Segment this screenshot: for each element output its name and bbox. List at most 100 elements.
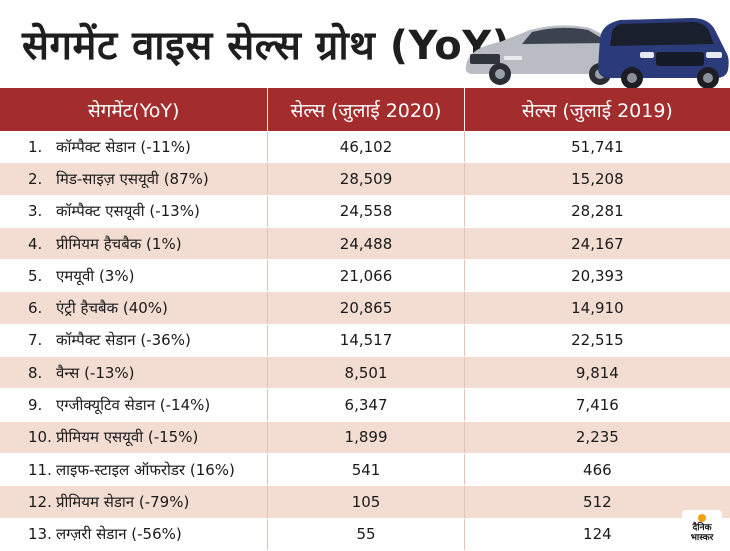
column-header-segment: सेगमेंट(YoY) [87, 99, 180, 122]
column-divider [267, 131, 269, 163]
segment-label: कॉम्पैक्ट सेडान (-11%) [56, 137, 191, 156]
column-divider [463, 163, 465, 195]
table-row: 6. एंट्री हैचबैक (40%) 20,865 14,910 [0, 292, 730, 325]
header-banner: सेगमेंट वाइस सेल्स ग्रोथ (YoY) [0, 0, 730, 89]
column-divider [267, 163, 269, 195]
row-number: 5. [28, 266, 43, 285]
cell-sales-2019: 22,515 [571, 331, 624, 350]
cell-sales-2019: 2,235 [575, 428, 619, 447]
cell-segment: 9. एग्जीक्यूटिव सेडान (-14%) [0, 395, 267, 415]
column-divider [267, 486, 269, 518]
column-divider [463, 195, 465, 227]
cell-sales-2020: 21,066 [339, 266, 393, 285]
cars-illustration [465, 18, 729, 89]
row-number: 6. [28, 299, 43, 318]
sales-table: सेगमेंट(YoY) सेल्स (जुलाई 2020) सेल्स (ज… [0, 88, 730, 551]
column-divider [463, 260, 465, 292]
row-number: 10. [28, 428, 52, 447]
column-divider [267, 518, 269, 550]
row-number: 3. [28, 202, 43, 221]
column-divider [267, 88, 269, 131]
column-divider [267, 195, 269, 227]
table-header-row: सेगमेंट(YoY) सेल्स (जुलाई 2020) सेल्स (ज… [0, 88, 730, 131]
row-number: 11. [28, 460, 52, 479]
cell-sales-2020: 8,501 [344, 363, 388, 382]
table-row: 8. वैन्स (-13%) 8,501 9,814 [0, 357, 730, 390]
cell-segment: 11. लाइफ-स्टाइल ऑफरोडर (16%) [0, 460, 267, 480]
column-divider [267, 227, 269, 260]
cell-segment: 7. कॉम्पैक्ट सेडान (-36%) [0, 330, 267, 350]
table-row: 13. लग्ज़री सेडान (-56%) 55 124 [0, 518, 730, 551]
cell-segment: 1. कॉम्पैक्ट सेडान (-11%) [0, 137, 267, 157]
row-number: 4. [28, 234, 43, 253]
column-divider [267, 292, 269, 324]
cell-sales-2019: 124 [583, 525, 612, 544]
column-divider [463, 357, 465, 389]
table-row: 10. प्रीमियम एसयूवी (-15%) 1,899 2,235 [0, 421, 730, 454]
cell-sales-2019: 512 [583, 492, 612, 511]
table-row: 5. एमयूवी (3%) 21,066 20,393 [0, 260, 730, 293]
segment-label: एंट्री हैचबैक (40%) [56, 299, 168, 318]
table-row: 12. प्रीमियम सेडान (-79%) 105 512 [0, 486, 730, 519]
column-header-sales-2020: सेल्स (जुलाई 2020) [290, 99, 442, 122]
cell-sales-2020: 28,509 [339, 169, 393, 188]
cell-sales-2019: 466 [583, 460, 612, 479]
cell-segment: 12. प्रीमियम सेडान (-79%) [0, 492, 267, 512]
cell-sales-2020: 20,865 [339, 299, 393, 318]
table-body: 1. कॉम्पैक्ट सेडान (-11%) 46,102 51,741 2. मि… [0, 131, 730, 551]
column-divider [267, 421, 269, 453]
suv-car-icon [598, 18, 729, 89]
page-title: सेगमेंट वाइस सेल्स ग्रोथ (YoY) [22, 23, 511, 69]
cell-sales-2020: 24,558 [339, 202, 393, 221]
cell-sales-2020: 24,488 [339, 234, 393, 253]
cell-sales-2020: 14,517 [339, 331, 393, 350]
table-row: 1. कॉम्पैक्ट सेडान (-11%) 46,102 51,741 [0, 131, 730, 164]
column-divider [463, 518, 465, 550]
cell-sales-2020: 541 [351, 460, 381, 479]
table-row: 11. लाइफ-स्टाइल ऑफरोडर (16%) 541 466 [0, 453, 730, 487]
segment-label: कॉम्पैक्ट सेडान (-36%) [56, 331, 191, 350]
column-header-sales-2019: सेल्स (जुलाई 2019) [521, 99, 673, 122]
cell-segment: 6. एंट्री हैचबैक (40%) [0, 298, 267, 318]
table-row: 9. एग्जीक्यूटिव सेडान (-14%) 6,347 7,416 [0, 389, 730, 422]
segment-label: वैन्स (-13%) [56, 363, 135, 382]
column-divider [463, 88, 465, 131]
cell-sales-2020: 105 [351, 492, 381, 511]
segment-label: प्रीमियम हैचबैक (1%) [56, 234, 182, 253]
cell-sales-2020: 46,102 [339, 137, 393, 156]
segment-label: लग्ज़री सेडान (-56%) [56, 525, 182, 544]
row-number: 7. [28, 331, 43, 350]
row-number: 12. [28, 492, 52, 511]
cell-segment: 2. मिड-साइज़ एसयूवी (87%) [0, 169, 267, 189]
segment-label: एमयूवी (3%) [56, 266, 135, 285]
segment-label: प्रीमियम सेडान (-79%) [56, 492, 190, 511]
cell-segment: 5. एमयूवी (3%) [0, 266, 267, 286]
sedan-car-icon [465, 25, 632, 85]
column-divider [267, 357, 269, 389]
cell-sales-2019: 24,167 [571, 234, 624, 253]
segment-label: एग्जीक्यूटिव सेडान (-14%) [56, 396, 211, 415]
cell-sales-2019: 14,910 [571, 299, 624, 318]
cell-segment: 8. वैन्स (-13%) [0, 363, 267, 383]
cell-sales-2019: 9,814 [575, 363, 619, 382]
row-number: 13. [28, 525, 52, 544]
cell-sales-2020: 55 [356, 525, 376, 544]
cell-sales-2019: 7,416 [575, 396, 619, 415]
table-row: 2. मिड-साइज़ एसयूवी (87%) 28,509 15,208 [0, 163, 730, 196]
row-number: 8. [28, 363, 43, 382]
row-number: 2. [28, 169, 43, 188]
row-number: 9. [28, 396, 43, 415]
column-divider [267, 453, 269, 486]
segment-label: मिड-साइज़ एसयूवी (87%) [56, 169, 209, 188]
table-row: 3. कॉम्पैक्ट एसयूवी (-13%) 24,558 28,281 [0, 195, 730, 228]
cell-sales-2019: 51,741 [571, 137, 624, 156]
column-divider [267, 324, 269, 357]
cell-sales-2020: 6,347 [344, 396, 388, 415]
cell-sales-2019: 15,208 [571, 169, 624, 188]
segment-label: लाइफ-स्टाइल ऑफरोडर (16%) [56, 460, 235, 479]
column-divider [463, 453, 465, 486]
column-divider [267, 260, 269, 292]
column-divider [463, 486, 465, 518]
column-divider [463, 421, 465, 453]
cell-sales-2019: 20,393 [571, 266, 624, 285]
